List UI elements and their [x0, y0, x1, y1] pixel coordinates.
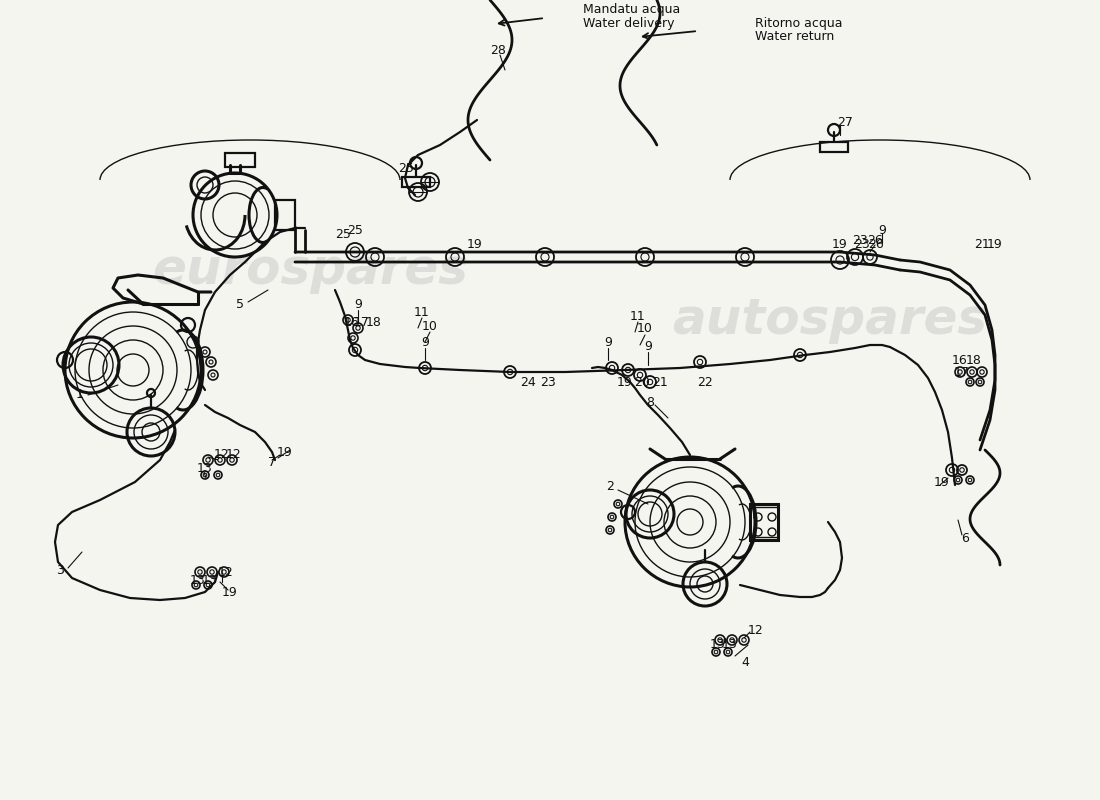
Text: Water delivery: Water delivery — [583, 17, 674, 30]
Text: 2: 2 — [606, 481, 614, 494]
Text: 22: 22 — [697, 375, 713, 389]
Text: 23: 23 — [540, 375, 556, 389]
Text: 16: 16 — [344, 315, 360, 329]
Text: 20: 20 — [634, 375, 650, 389]
Text: 19: 19 — [934, 475, 950, 489]
Text: 27: 27 — [837, 115, 852, 129]
Text: 19: 19 — [832, 238, 848, 251]
Text: 9: 9 — [645, 339, 652, 353]
Text: 3: 3 — [56, 563, 64, 577]
Text: 21: 21 — [652, 375, 668, 389]
Text: 25: 25 — [398, 162, 414, 174]
Text: 7: 7 — [268, 455, 276, 469]
Text: 11: 11 — [414, 306, 430, 318]
Text: 8: 8 — [646, 395, 654, 409]
Bar — [402, 177, 430, 187]
Bar — [750, 504, 778, 540]
Text: 17: 17 — [354, 315, 370, 329]
Text: 18: 18 — [366, 315, 382, 329]
Text: 9: 9 — [354, 298, 362, 310]
Text: 28: 28 — [491, 43, 506, 57]
Text: 19: 19 — [617, 375, 632, 389]
Text: 6: 6 — [961, 531, 969, 545]
Text: 13: 13 — [190, 574, 206, 586]
Text: 25: 25 — [336, 229, 351, 242]
Text: 19: 19 — [468, 238, 483, 251]
Text: 12: 12 — [748, 623, 763, 637]
Text: 13: 13 — [197, 462, 213, 474]
Text: eurospares: eurospares — [152, 246, 468, 294]
Text: 19: 19 — [222, 586, 238, 598]
Text: 10: 10 — [637, 322, 653, 335]
Text: 19: 19 — [277, 446, 293, 458]
Text: 13: 13 — [722, 638, 738, 651]
Bar — [820, 142, 848, 152]
Text: 13: 13 — [202, 574, 218, 586]
Text: 12: 12 — [218, 566, 234, 578]
Text: 19: 19 — [987, 238, 1003, 251]
Text: 11: 11 — [630, 310, 646, 322]
Text: 17: 17 — [954, 366, 970, 378]
Text: 16: 16 — [953, 354, 968, 366]
Text: 9: 9 — [878, 223, 886, 237]
Text: Ritorno acqua: Ritorno acqua — [755, 17, 843, 30]
Text: 26: 26 — [867, 234, 883, 246]
Bar — [226, 153, 255, 167]
Bar — [275, 200, 295, 230]
Text: 13: 13 — [711, 638, 726, 651]
Bar — [750, 507, 778, 537]
Text: 25: 25 — [348, 223, 363, 237]
Text: 9: 9 — [604, 335, 612, 349]
Text: 23: 23 — [854, 238, 870, 251]
Text: 4: 4 — [741, 655, 749, 669]
Text: 9: 9 — [421, 335, 429, 349]
Text: 12: 12 — [227, 447, 242, 461]
Text: 5: 5 — [236, 298, 244, 311]
Text: 26: 26 — [868, 238, 884, 251]
Text: 24: 24 — [520, 375, 536, 389]
Text: 12: 12 — [214, 447, 230, 461]
Text: Mandatu acqua: Mandatu acqua — [583, 3, 680, 17]
Text: 21: 21 — [975, 238, 990, 251]
Text: Water return: Water return — [755, 30, 834, 42]
Text: autospares: autospares — [672, 296, 988, 344]
Text: 23: 23 — [852, 234, 868, 246]
Text: 10: 10 — [422, 319, 438, 333]
Text: 18: 18 — [966, 354, 982, 366]
Text: 1: 1 — [76, 389, 84, 402]
